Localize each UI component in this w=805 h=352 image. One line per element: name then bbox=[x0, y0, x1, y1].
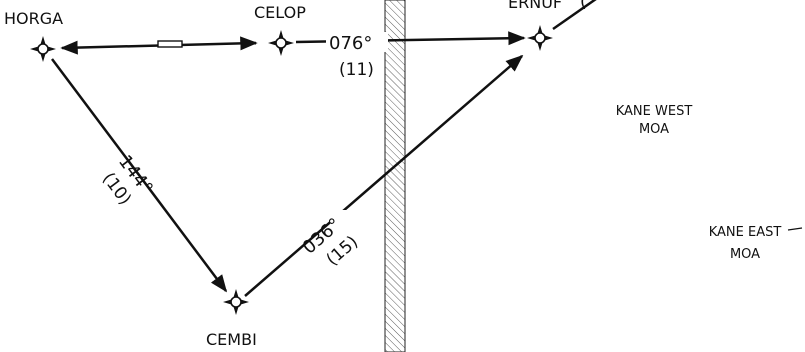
route-cembi-ernuf bbox=[244, 54, 524, 297]
route-lines bbox=[51, 0, 597, 297]
boundary-strip bbox=[384, 0, 406, 352]
waypoint-label-ernuf: ERNUF bbox=[508, 0, 562, 12]
waypoint-cembi[interactable] bbox=[223, 289, 249, 315]
waypoint-ernuf[interactable] bbox=[527, 25, 553, 51]
moa-kane-east-leader bbox=[787, 227, 803, 231]
distance-label-ernuf-out: ( bbox=[580, 0, 587, 12]
route-segment-symbol bbox=[157, 40, 183, 48]
route-horga-cembi bbox=[51, 58, 228, 293]
route-ernuf-out bbox=[552, 0, 597, 31]
waypoint-label-cembi: CEMBI bbox=[206, 330, 257, 349]
distance-label-celop-ernuf: (11) bbox=[339, 60, 374, 80]
moa-kane-east-line1: KANE EAST bbox=[709, 225, 782, 240]
waypoint-horga[interactable] bbox=[30, 36, 56, 62]
moa-kane-west-line1: KANE WEST bbox=[616, 104, 693, 119]
label-masks bbox=[326, 32, 388, 260]
moa-kane-west-line2: MOA bbox=[639, 122, 669, 137]
course-label-celop-ernuf: 076° bbox=[329, 33, 372, 54]
waypoint-celop[interactable] bbox=[268, 30, 294, 56]
waypoint-label-horga: HORGA bbox=[4, 9, 63, 28]
waypoint-label-celop: CELOP bbox=[254, 3, 306, 22]
moa-kane-east-line2: MOA bbox=[730, 247, 760, 262]
